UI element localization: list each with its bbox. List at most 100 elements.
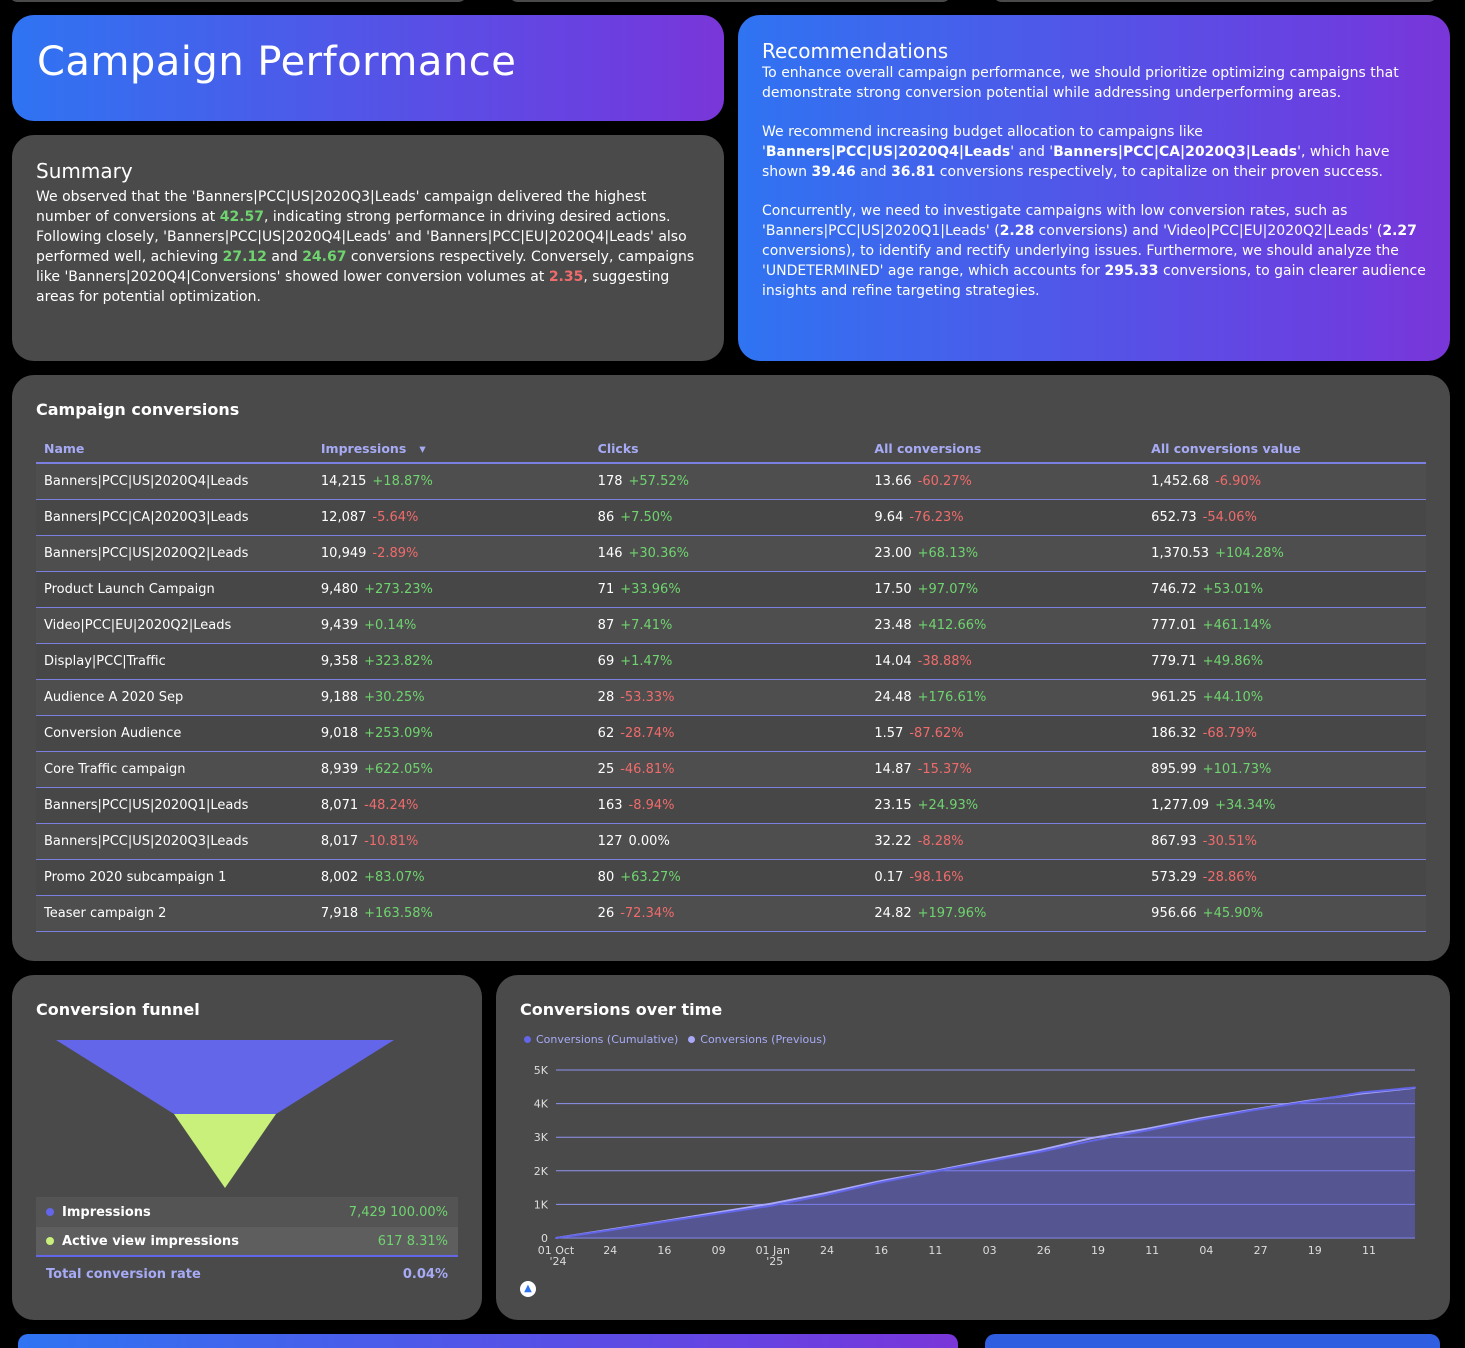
metric-cell: 9,358 +323.82% (312, 643, 590, 680)
change-delta: +0.14% (364, 617, 417, 633)
page-title: Campaign Performance (37, 39, 517, 85)
table-row[interactable]: Product Launch Campaign 9,480 +273.23% 71 +3… (36, 571, 1426, 608)
change-delta: -28.86% (1202, 869, 1257, 885)
table-row[interactable]: Banners|PCC|US|2020Q3|Leads 8,017 -10.81% 1… (36, 823, 1426, 860)
summary-text: We observed that the 'Banners|PCC|US|202… (36, 189, 695, 305)
change-delta: +45.90% (1202, 905, 1264, 921)
change-delta: -10.81% (364, 833, 419, 849)
change-delta: 0.00% (628, 833, 670, 849)
metric-cell: 14,215 +18.87% (312, 463, 590, 500)
table-row[interactable]: Banners|PCC|US|2020Q2|Leads 10,949 -2.89% 1… (36, 535, 1426, 572)
table-row[interactable]: Conversion Audience 9,018 +253.09% 62 -28.74… (36, 715, 1426, 752)
change-delta: +33.96% (620, 581, 681, 597)
data-point (823, 1194, 826, 1197)
change-delta: +101.73% (1202, 761, 1272, 777)
campaign-name: Banners|PCC|US|2020Q2|Leads (36, 535, 313, 572)
data-point (1092, 1139, 1094, 1142)
table-row[interactable]: Promo 2020 subcampaign 1 8,002 +83.07% 80 +6… (36, 859, 1426, 896)
table-row[interactable]: Core Traffic campaign 8,939 +622.05% 25 -46.… (36, 751, 1426, 788)
column-header[interactable]: All conversions (866, 435, 1144, 464)
data-point (931, 1171, 933, 1173)
table-row[interactable]: Video|PCC|EU|2020Q2|Leads 9,439 +0.14% 87 +7… (36, 607, 1426, 644)
x-tick-label: 16 (657, 1244, 671, 1257)
metric-cell: 127 0.00% (589, 823, 867, 860)
campaign-name: Product Launch Campaign (36, 571, 313, 608)
chart-title: Conversions over time (520, 1000, 723, 1019)
change-delta: -87.62% (909, 725, 964, 741)
change-delta: +83.07% (364, 869, 425, 885)
column-header[interactable]: All conversions value (1143, 435, 1426, 464)
change-delta: +24.93% (917, 797, 979, 813)
metric-cell: 779.71 +49.86% (1143, 643, 1426, 680)
column-header[interactable]: Impressions ▾ (312, 435, 590, 464)
legend-previous[interactable]: Conversions (Previous) (688, 1033, 826, 1046)
metric-cell: 9,439 +0.14% (312, 607, 590, 644)
data-point (1038, 1151, 1040, 1153)
metric-cell: 9,188 +30.25% (312, 679, 590, 716)
metric-cell: 23.15 +24.93% (866, 787, 1144, 824)
change-delta: -38.88% (917, 653, 972, 669)
metric-cell: 71 +33.96% (589, 571, 867, 608)
recommendation-paragraph-1: To enhance overall campaign performance,… (762, 65, 1399, 101)
funnel-row-active-view[interactable]: Active view impressions 617 8.31% (36, 1227, 458, 1257)
metric-cell: 746.72 +53.01% (1143, 571, 1426, 608)
table-row[interactable]: Audience A 2020 Sep 9,188 +30.25% 28 -53.33%… (36, 679, 1426, 716)
x-tick-label: 24 (820, 1244, 834, 1257)
change-delta: -28.74% (620, 725, 675, 741)
table-row[interactable]: Banners|PCC|CA|2020Q3|Leads 12,087 -5.64% 8… (36, 499, 1426, 536)
metric-cell: 10,949 -2.89% (312, 535, 590, 572)
change-delta: +7.41% (620, 617, 673, 633)
data-point (1414, 1086, 1416, 1089)
y-tick-label: 3K (534, 1131, 549, 1144)
metric-cell: 8,002 +83.07% (312, 859, 590, 896)
change-delta: +30.25% (364, 689, 425, 705)
change-delta: +44.10% (1202, 689, 1264, 705)
sort-caret-down-icon[interactable]: ▾ (406, 441, 426, 456)
data-point (716, 1213, 718, 1215)
active-view-dot-icon (46, 1236, 54, 1245)
data-point (662, 1221, 665, 1223)
data-point (1360, 1091, 1363, 1094)
recommendations-title: Recommendations (762, 39, 949, 63)
campaign-name: Video|PCC|EU|2020Q2|Leads (36, 607, 313, 644)
metric-cell: 8,939 +622.05% (312, 751, 590, 788)
change-delta: -98.16% (909, 869, 964, 885)
funnel-row-impressions[interactable]: Impressions 7,429 100.00% (36, 1197, 458, 1227)
x-tick-label: 09 (712, 1244, 726, 1257)
metric-cell: 1,370.53 +104.28% (1143, 535, 1426, 572)
data-point (1038, 1149, 1040, 1152)
metric-cell: 14.04 -38.88% (866, 643, 1144, 680)
funnel-impressions-segment[interactable] (56, 1040, 394, 1114)
campaign-name: Core Traffic campaign (36, 751, 313, 788)
campaign-table-card: Campaign conversions Name Impressions ▾ Cl… (12, 375, 1450, 961)
funnel-card: Conversion funnel Impressions 7,429 100.0… (12, 975, 482, 1320)
change-delta: -30.51% (1202, 833, 1257, 849)
y-tick-label: 4K (534, 1098, 549, 1111)
metric-cell: 163 -8.94% (589, 787, 867, 824)
table-row[interactable]: Display|PCC|Traffic 9,358 +323.82% 69 +1.47%… (36, 643, 1426, 680)
change-delta: +412.66% (917, 617, 987, 633)
table-row[interactable]: Banners|PCC|US|2020Q4|Leads 14,215 +18.87%… (36, 463, 1426, 500)
y-tick-label: 2K (534, 1165, 549, 1178)
campaign-name: Conversion Audience (36, 715, 313, 752)
data-point (1092, 1137, 1094, 1139)
column-header[interactable]: Clicks (589, 435, 867, 464)
metric-cell: 1,452.68 -6.90% (1143, 463, 1426, 500)
x-tick-label: 04 (1199, 1244, 1213, 1257)
metric-cell: 32.22 -8.28% (866, 823, 1144, 860)
change-delta: +197.96% (917, 905, 987, 921)
legend-cumulative[interactable]: Conversions (Cumulative) (524, 1033, 678, 1046)
column-header[interactable]: Name (36, 435, 313, 464)
data-point (769, 1204, 772, 1207)
change-delta: +461.14% (1202, 617, 1272, 633)
data-point (608, 1229, 611, 1232)
table-row[interactable]: Banners|PCC|US|2020Q1|Leads 8,071 -48.24% 1… (36, 787, 1426, 824)
metric-cell: 28 -53.33% (589, 679, 867, 716)
metric-cell: 7,918 +163.58% (312, 895, 590, 932)
table-row[interactable]: Teaser campaign 2 7,918 +163.58% 26 -72.34% 2… (36, 895, 1426, 932)
campaign-name: Banners|PCC|US|2020Q1|Leads (36, 787, 313, 824)
data-point (769, 1202, 772, 1205)
funnel-active-view-segment[interactable] (174, 1114, 276, 1188)
metric-cell: 17.50 +97.07% (866, 571, 1144, 608)
y-tick-label: 0 (541, 1232, 548, 1245)
